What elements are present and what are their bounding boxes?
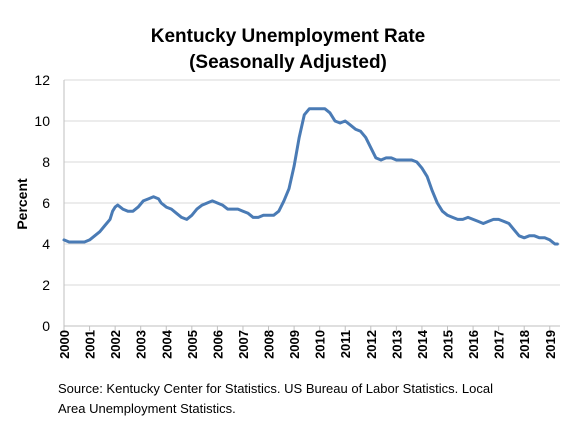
source-line-1: Source: Kentucky Center for Statistics. … <box>58 381 493 396</box>
y-tick-label: 2 <box>42 277 50 293</box>
x-tick-label: 2010 <box>313 330 328 359</box>
x-tick-label: 2003 <box>134 330 149 359</box>
x-tick-label: 2004 <box>159 329 174 359</box>
x-tick-label: 2016 <box>466 330 481 359</box>
x-tick-label: 2011 <box>338 330 353 358</box>
x-tick-label: 2005 <box>185 330 200 359</box>
y-tick-label: 6 <box>42 195 50 211</box>
x-tick-label: 2008 <box>262 330 277 359</box>
line-chart: 0 2 4 6 8 10 12 2000 2001 2002 2003 2004 2005 2006 20… <box>14 72 560 359</box>
y-tick-label: 0 <box>42 318 50 334</box>
x-tick-label: 2012 <box>364 330 379 359</box>
x-tick-label: 2006 <box>210 330 225 359</box>
y-tick-label: 12 <box>34 72 50 88</box>
series-line <box>62 107 559 246</box>
y-axis-label: Percent <box>14 178 30 230</box>
x-tick-label: 2019 <box>543 330 558 359</box>
chart-title: Kentucky Unemployment Rate <box>150 26 426 47</box>
y-tick-label: 8 <box>42 154 50 170</box>
x-tick-label: 2015 <box>441 330 456 359</box>
x-tick-label: 2017 <box>492 330 507 359</box>
source-note: Source: Kentucky Center for Statistics. … <box>58 379 558 419</box>
x-tick-label: 2007 <box>236 330 251 359</box>
x-tick-label: 2000 <box>57 330 72 359</box>
x-tick-label: 2009 <box>287 330 302 359</box>
x-tick-label: 2014 <box>415 329 430 359</box>
y-tick-label: 10 <box>34 113 50 129</box>
chart-subtitle: (Seasonally Adjusted) <box>189 52 387 73</box>
x-tick-label: 2001 <box>83 330 98 359</box>
x-tick-label: 2013 <box>389 330 404 359</box>
source-line-2: Area Unemployment Statistics. <box>58 401 236 416</box>
x-tick-label: 2002 <box>108 330 123 359</box>
x-tick-label: 2018 <box>517 330 532 359</box>
y-tick-label: 4 <box>42 236 50 252</box>
